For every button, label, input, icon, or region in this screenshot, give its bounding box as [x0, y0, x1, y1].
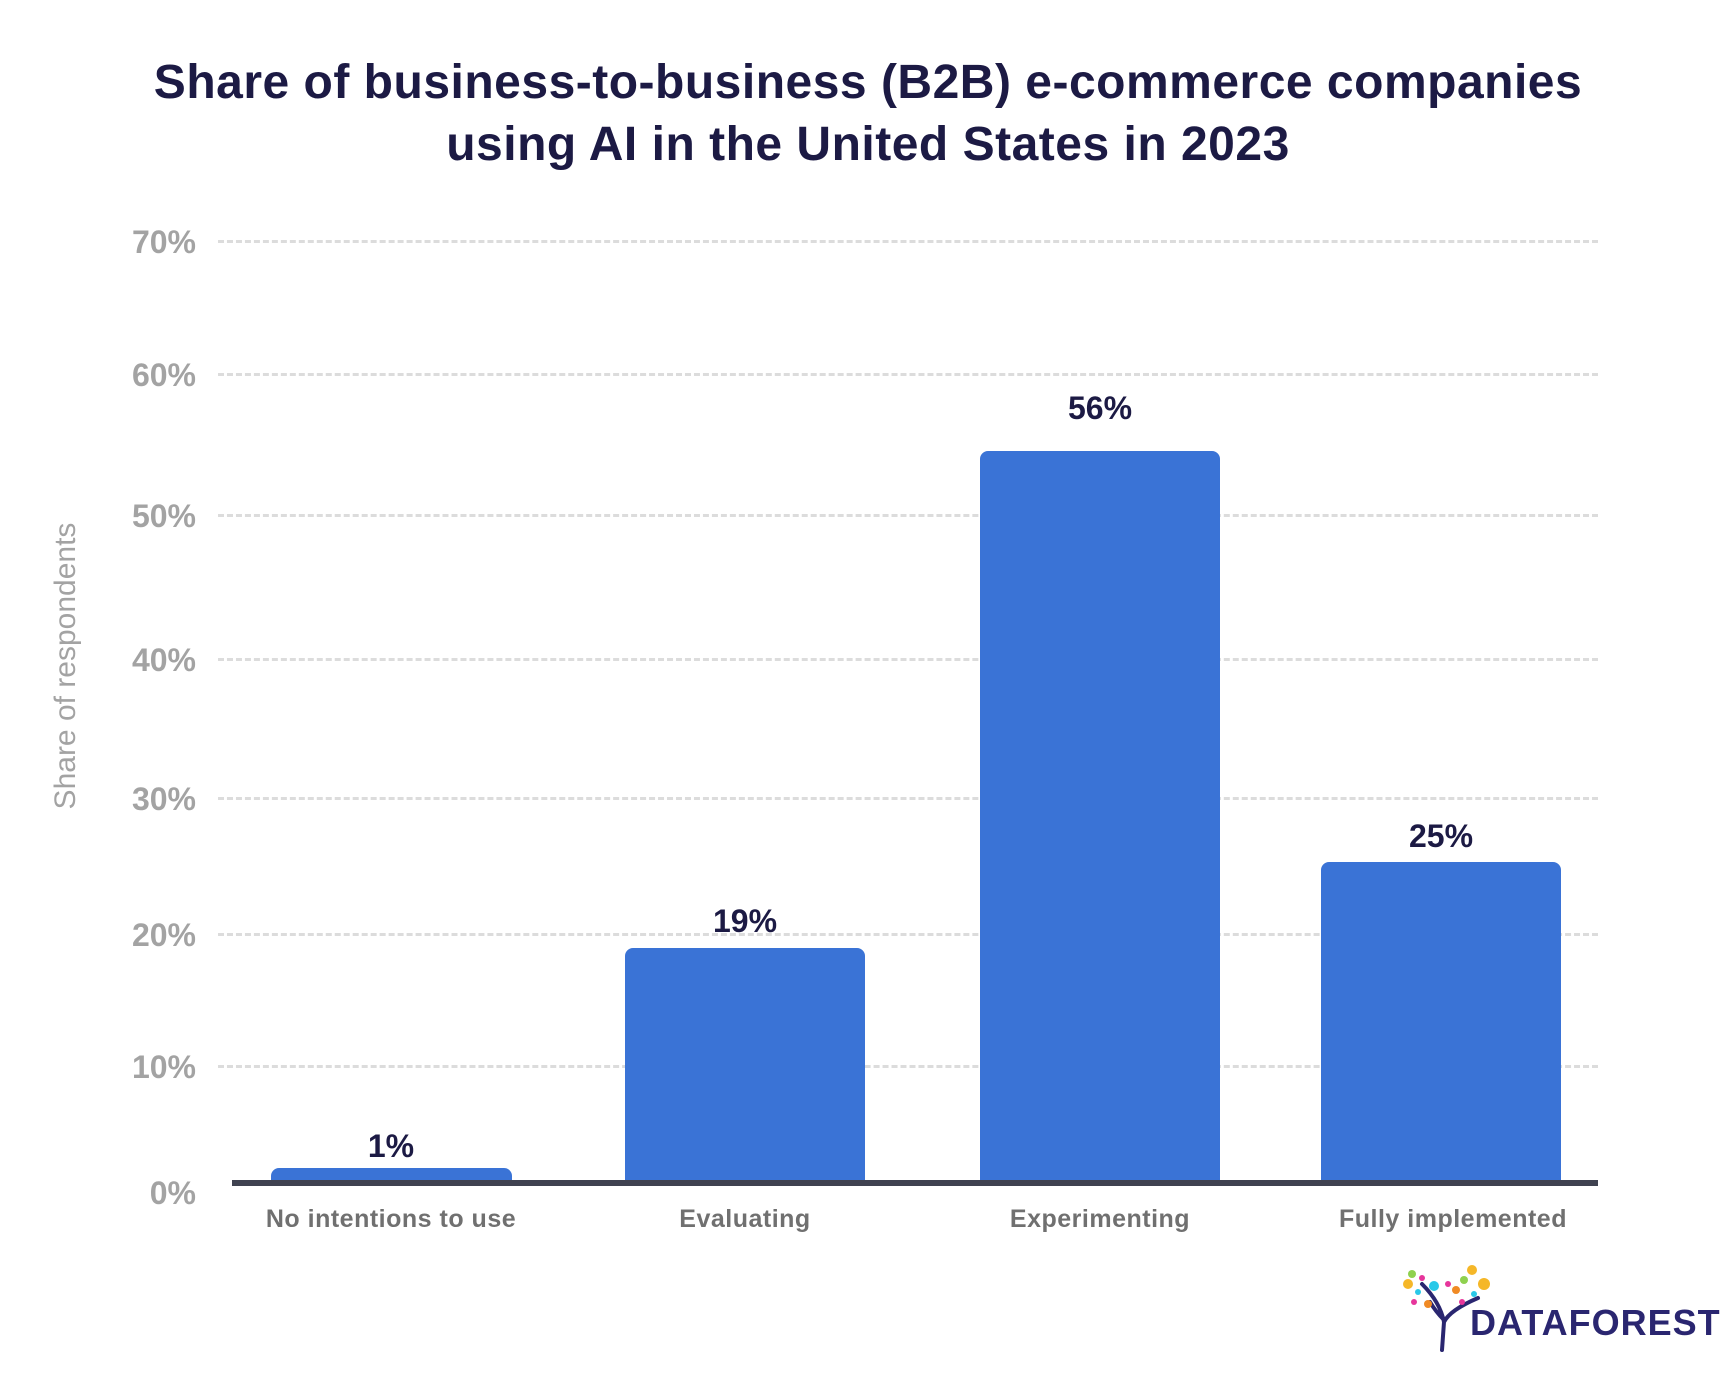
bar-fully-implemented[interactable]: [1321, 862, 1561, 1182]
y-tick-60: 60%: [131, 357, 196, 393]
gridline-20: [218, 933, 1598, 936]
bar-evaluating[interactable]: [625, 948, 865, 1182]
y-axis-label: Share of respondents: [49, 522, 82, 810]
value-label-experimenting: 56%: [1067, 390, 1133, 426]
gridline-40: [218, 658, 1598, 661]
chart-title-line-1: Share of business-to-business (B2B) e-co…: [153, 56, 1583, 109]
tree-icon: [1403, 1265, 1490, 1352]
category-label-experimenting: Experimenting: [1009, 1205, 1191, 1233]
category-label-no-intentions: No intentions to use: [265, 1205, 517, 1233]
category-label-evaluating: Evaluating: [679, 1205, 811, 1233]
chart-title: Share of business-to-business (B2B) e-co…: [0, 52, 1736, 176]
bar-experimenting[interactable]: [980, 451, 1220, 1182]
gridline-60: [218, 373, 1598, 376]
gridline-70: [218, 240, 1598, 243]
category-label-fully-implemented: Fully implemented: [1339, 1205, 1567, 1233]
y-tick-70: 70%: [131, 224, 196, 260]
chart-title-line-2: using AI in the United States in 2023: [446, 118, 1290, 171]
value-label-no-intentions: 1%: [367, 1128, 415, 1164]
x-axis-baseline: [232, 1180, 1598, 1186]
bar-no-intentions[interactable]: [271, 1168, 512, 1182]
dataforest-logo: DATAFOREST: [1400, 1262, 1720, 1352]
y-tick-40: 40%: [131, 642, 196, 678]
gridline-30: [218, 797, 1598, 800]
value-label-evaluating: 19%: [712, 903, 778, 939]
y-tick-30: 30%: [131, 781, 196, 817]
y-tick-0: 0%: [149, 1175, 196, 1211]
y-tick-50: 50%: [131, 498, 196, 534]
value-label-fully-implemented: 25%: [1408, 818, 1474, 854]
logo-text: DATAFOREST: [1470, 1302, 1721, 1343]
y-tick-20: 20%: [131, 917, 196, 953]
gridline-50: [218, 514, 1598, 517]
gridline-10: [218, 1065, 1598, 1068]
y-tick-10: 10%: [131, 1049, 196, 1085]
